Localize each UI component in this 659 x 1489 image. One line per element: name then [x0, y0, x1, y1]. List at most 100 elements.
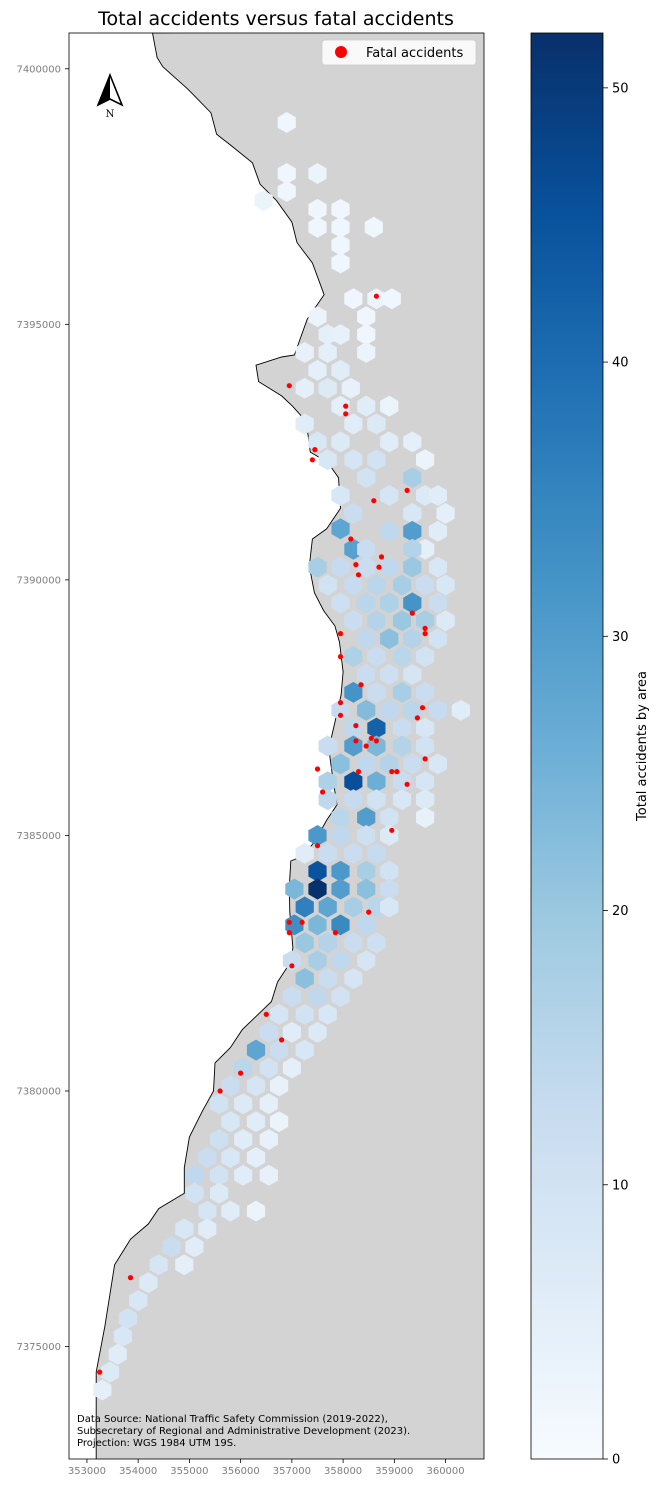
hexbin-cell [234, 1164, 253, 1186]
map-frame [68, 32, 485, 1460]
hexbin-cell [428, 520, 447, 542]
hexbin-cell [416, 646, 435, 667]
hexbin-cell [270, 1111, 289, 1133]
fatal-accident-point [279, 1037, 285, 1043]
fatal-accident-point [299, 919, 305, 925]
hexbin-cell [331, 592, 350, 614]
fatal-accident-point [353, 562, 359, 568]
hexbin-cell [210, 1129, 229, 1150]
hexbin-cell [185, 1164, 204, 1186]
hexbin-cell [282, 950, 301, 972]
y-tick-label: 7390000 [16, 575, 61, 586]
hexbin-cell [392, 789, 412, 811]
hexbin-cell [129, 1290, 148, 1311]
fatal-accident-point [314, 843, 321, 849]
hexbin-cell [234, 1093, 253, 1115]
hexbin-cell [403, 503, 422, 524]
fatal-accident-point [404, 487, 410, 493]
hexbin-cell [318, 735, 337, 757]
hexbin-cell [357, 395, 376, 417]
hexbin-cell [331, 860, 350, 882]
hexbin-cell [259, 1057, 278, 1079]
hexbin-cell [403, 538, 422, 560]
y-tick-label: 7380000 [16, 1087, 61, 1098]
fatal-accident-point [286, 919, 292, 925]
hexbin-cell [185, 1182, 204, 1204]
north-arrow-fill-icon [98, 75, 110, 105]
hexbin-cell [308, 198, 327, 220]
hexbin-cell [295, 842, 314, 864]
hexbin-cell [428, 485, 447, 506]
hexbin-cell [436, 610, 455, 632]
hexbin-cell [428, 699, 447, 721]
hexbin-cell [198, 1218, 217, 1240]
hexbin-cell [331, 825, 350, 846]
hexbin-cell [367, 574, 386, 596]
hexbin-cell [416, 449, 435, 471]
hexbin-cell [259, 1164, 278, 1186]
hexbin-cell [277, 181, 296, 202]
hexbin-cell [367, 449, 386, 471]
fatal-accident-point [348, 536, 354, 542]
fatal-accident-point [97, 1369, 103, 1375]
hexbin-cell [357, 753, 376, 775]
fatal-accident-point [320, 789, 326, 795]
hexbin-cell [308, 163, 327, 184]
hexbin-cell [380, 431, 399, 453]
hexbin-cell [367, 681, 386, 703]
hexbin-cell [392, 610, 412, 632]
y-axis: 7375000 7380000 7385000 7390000 7395000 74000… [16, 64, 69, 1353]
hexbin-cell [341, 377, 360, 399]
hexbin-cell [100, 1361, 120, 1383]
fatal-accident-point [394, 769, 400, 775]
hexbin-cell [367, 646, 386, 667]
hexbin-cell [221, 1200, 240, 1222]
fatal-accident-point [343, 403, 349, 409]
hexbin-cell [246, 1111, 266, 1133]
hexbin-cell [367, 842, 386, 864]
hexbin-cell [344, 610, 363, 632]
hexbin-cell [380, 395, 399, 417]
hexbin-cell [318, 574, 337, 596]
fatal-accident-point [371, 498, 377, 504]
hexbin-cell [416, 735, 435, 757]
hexbin-cell [380, 664, 399, 685]
hexbin-cell [139, 1272, 158, 1294]
source-note: Data Source: National Traffic Safety Com… [77, 1414, 410, 1449]
x-tick-label: 359000 [375, 1466, 413, 1477]
hexbin-cell [392, 574, 412, 596]
fatal-accident-point [332, 930, 338, 936]
hexbin-cell [380, 860, 399, 882]
north-arrow: N [96, 72, 124, 120]
x-tick-label: 354000 [119, 1466, 157, 1477]
hexbin-cell [295, 342, 314, 363]
hexbin-cell [392, 681, 412, 703]
fatal-accident-point [422, 756, 428, 762]
fatal-accident-point [419, 705, 426, 711]
source-line-1: Data Source: National Traffic Safety Com… [77, 1414, 388, 1425]
hexbin-cell [175, 1218, 194, 1240]
hexbin-cell [403, 592, 422, 614]
hexbin-cell [282, 1021, 301, 1043]
hexbin-cell [367, 413, 386, 435]
hexbin-cell [357, 592, 376, 614]
fatal-accident-point [337, 712, 344, 718]
hexbin-cell [318, 771, 337, 793]
x-tick-label: 358000 [324, 1466, 362, 1477]
hexbin-cell [270, 1039, 289, 1061]
hexbin-cell [344, 968, 363, 989]
fatal-accident-point [343, 411, 349, 417]
hexbin-cell [357, 860, 376, 882]
legend-box [321, 39, 477, 66]
hexbin-cell [295, 932, 314, 954]
hexbin-cell [382, 288, 401, 310]
hexbin-cell [380, 556, 399, 578]
hexbin-cell [331, 878, 350, 900]
hexbin-cell [331, 699, 350, 721]
source-line-3: Projection: WGS 1984 UTM 19S. [77, 1438, 236, 1449]
hexbin-cell [295, 1003, 314, 1025]
colorbar: 0 10 20 30 40 50 Total accidents by area [530, 32, 650, 1468]
hexbin-cell [344, 646, 363, 667]
y-tick-label: 7400000 [16, 64, 61, 75]
